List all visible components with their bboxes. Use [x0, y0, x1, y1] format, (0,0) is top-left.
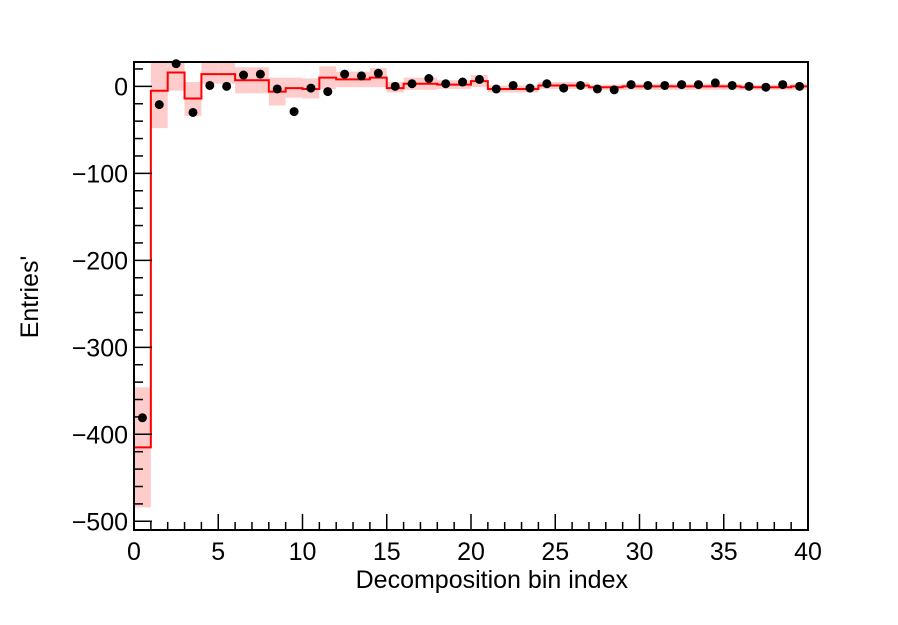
- x-tick-label: 40: [794, 538, 822, 566]
- data-point-bin-22: [508, 80, 518, 90]
- data-point-bin-9: [289, 107, 299, 117]
- data-point-bin-31: [660, 80, 670, 90]
- data-point-bin-17: [424, 74, 434, 84]
- uncertainty-bands: [134, 61, 808, 508]
- y-tick-label: −400: [72, 421, 128, 449]
- data-point-bin-27: [592, 84, 602, 94]
- x-tick-label: 0: [127, 538, 141, 566]
- data-point-bin-11: [323, 87, 333, 97]
- y-tick-label: 0: [114, 73, 128, 101]
- x-tick-label: 25: [541, 538, 569, 566]
- data-point-bin-28: [609, 85, 619, 95]
- data-point-bin-32: [677, 80, 687, 90]
- data-point-bin-16: [407, 79, 417, 89]
- data-point-bin-8: [272, 84, 282, 94]
- axis-ticks: 0 5 10 15 20 25 30 35 40 0 −100 −200 −300 −400 −500: [72, 68, 822, 566]
- data-point-bin-5: [222, 81, 232, 91]
- data-point-bin-13: [356, 71, 366, 81]
- data-point-bin-37: [761, 82, 771, 92]
- data-point-bin-14: [373, 68, 383, 78]
- data-point-bin-21: [491, 84, 501, 94]
- data-point-bin-4: [205, 80, 215, 90]
- y-tick-label: −100: [72, 160, 128, 188]
- data-point-bin-18: [441, 79, 451, 89]
- y-tick-label: −200: [72, 247, 128, 275]
- data-point-bin-20: [474, 74, 484, 84]
- data-point-bin-0: [137, 413, 147, 423]
- data-point-bin-25: [559, 83, 569, 93]
- x-tick-label: 30: [626, 538, 654, 566]
- data-point-bin-33: [693, 80, 703, 90]
- band-bin-5: [218, 61, 236, 84]
- data-points: [137, 59, 805, 423]
- data-point-bin-24: [542, 79, 552, 89]
- band-bin-1: [150, 61, 168, 129]
- y-axis-title: Entries': [16, 256, 44, 339]
- x-tick-label: 5: [211, 538, 225, 566]
- data-point-bin-39: [795, 81, 805, 91]
- x-tick-label: 20: [457, 538, 485, 566]
- data-point-bin-1: [154, 100, 164, 110]
- data-point-bin-34: [710, 78, 720, 88]
- y-tick-label: −500: [72, 508, 128, 536]
- data-point-bin-30: [643, 80, 653, 90]
- data-point-bin-26: [576, 80, 586, 90]
- data-point-bin-12: [340, 69, 350, 79]
- x-tick-label: 35: [710, 538, 738, 566]
- data-point-bin-38: [778, 80, 788, 90]
- step-histogram-line: [134, 71, 808, 449]
- data-point-bin-3: [188, 107, 198, 117]
- x-tick-label: 15: [373, 538, 401, 566]
- plot-frame: [133, 61, 809, 531]
- y-tick-label: −300: [72, 334, 128, 362]
- band-bin-2: [167, 61, 185, 91]
- data-point-bin-29: [626, 80, 636, 90]
- data-point-bin-15: [390, 81, 400, 91]
- data-point-bin-6: [239, 70, 249, 80]
- data-point-bin-2: [171, 59, 181, 69]
- x-tick-label: 10: [289, 538, 317, 566]
- data-point-bin-10: [306, 83, 316, 93]
- data-point-bin-35: [727, 80, 737, 90]
- data-point-bin-23: [525, 83, 535, 93]
- data-point-bin-19: [458, 77, 468, 87]
- data-point-bin-7: [255, 69, 265, 79]
- x-axis-title: Decomposition bin index: [356, 566, 629, 594]
- data-point-bin-36: [744, 81, 754, 91]
- band-bin-4: [201, 61, 219, 84]
